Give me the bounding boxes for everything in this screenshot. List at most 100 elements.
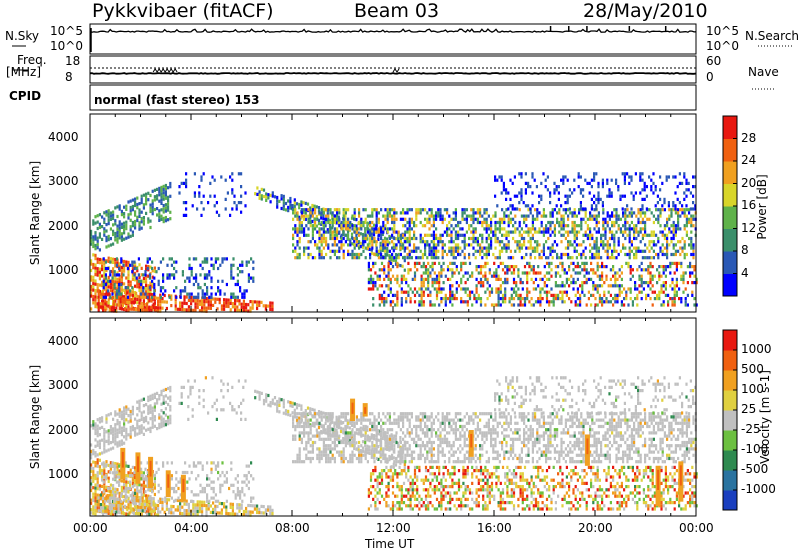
heatmap-cell [169,217,172,221]
heatmap-cell [238,308,241,312]
heatmap-cell [90,259,93,263]
heatmap-cell [94,266,97,270]
heatmap-cell [549,227,552,231]
heatmap-cell [132,508,135,512]
heatmap-cell [151,189,154,193]
heatmap-cell [127,264,130,268]
heatmap-cell [137,490,140,494]
heatmap-cell [98,273,101,278]
heatmap-cell [529,207,532,211]
heatmap-cell [580,256,583,260]
heatmap-cell [571,191,574,195]
heatmap-cell [230,266,233,271]
heatmap-cell [241,270,244,274]
heatmap-cell [573,188,576,192]
heatmap-cell [303,252,306,257]
heatmap-cell [241,292,244,296]
heatmap-cell [175,295,178,299]
heatmap-cell [170,304,173,308]
heatmap-cell [429,274,432,278]
heatmap-cell [162,417,165,421]
heatmap-cell [131,465,134,469]
heatmap-cell [342,224,345,228]
heatmap-cell [128,301,131,305]
heatmap-cell [383,249,387,253]
heatmap-cell [368,244,371,248]
heatmap-cell [493,274,496,278]
heatmap-cell [692,185,695,189]
heatmap-cell [225,508,228,512]
heatmap-cell [192,509,195,513]
heatmap-cell [185,509,188,513]
heatmap-cell [572,261,575,265]
heatmap-cell [551,256,554,260]
heatmap-cell [151,202,154,206]
heatmap-cell [116,434,119,439]
heatmap-cell [190,273,193,277]
heatmap-cell [355,230,358,234]
heatmap-cell [402,274,406,278]
heatmap-cell [366,237,369,241]
heatmap-cell [660,290,663,294]
heatmap-cell [658,290,661,294]
heatmap-cell [610,191,613,195]
heatmap-cell [599,197,602,201]
heatmap-cell [596,284,599,288]
heatmap-cell [149,488,152,492]
heatmap-cell [193,191,196,195]
heatmap-cell [304,201,307,205]
heatmap-cell [512,277,516,281]
heatmap-cell [127,503,130,507]
heatmap-cell [683,246,686,250]
heatmap-cell [230,276,233,280]
heatmap-cell [667,201,670,205]
heatmap-cell [303,246,306,250]
heatmap-cell [135,276,138,280]
heatmap-cell [396,297,399,301]
heatmap-cell [362,208,365,212]
heatmap-cell [320,233,323,237]
heatmap-cell [386,253,389,257]
heatmap-cell [387,261,390,265]
heatmap-cell [300,216,303,220]
heatmap-cell [448,214,451,218]
heatmap-cell [148,286,151,290]
heatmap-cell [584,207,587,211]
heatmap-cell [574,271,577,275]
heatmap-cell [585,268,588,272]
heatmap-cell [140,201,143,205]
heatmap-cell [335,221,338,225]
heatmap-cell [647,284,650,288]
heatmap-cell [677,208,680,212]
heatmap-cell [613,236,616,241]
heatmap-cell [674,230,677,234]
heatmap-cell [125,474,128,478]
heatmap-cell [479,303,483,307]
heatmap-cell [223,307,226,311]
heatmap-cell [685,224,688,228]
heatmap-cell [120,260,123,264]
heatmap-cell [220,175,223,179]
heatmap-cell [476,220,479,225]
heatmap-cell [164,387,167,392]
heatmap-cell [549,194,552,198]
heatmap-cell [146,295,149,299]
heatmap-cell [603,281,606,285]
heatmap-cell [578,224,581,228]
heatmap-cell [598,284,601,288]
heatmap-cell [658,293,661,297]
heatmap-cell [149,407,152,411]
heatmap-cell [666,246,669,250]
heatmap-cell [187,506,190,510]
heatmap-cell [131,224,134,228]
heatmap-cell [124,297,127,301]
heatmap-cell [104,260,107,264]
heatmap-cell [97,305,100,309]
heatmap-cell [517,274,520,278]
heatmap-cell [158,193,161,197]
heatmap-cell [134,472,137,476]
heatmap-cell [160,217,163,221]
heatmap-cell [232,295,235,299]
heatmap-cell [215,210,218,214]
heatmap-cell [103,437,106,441]
